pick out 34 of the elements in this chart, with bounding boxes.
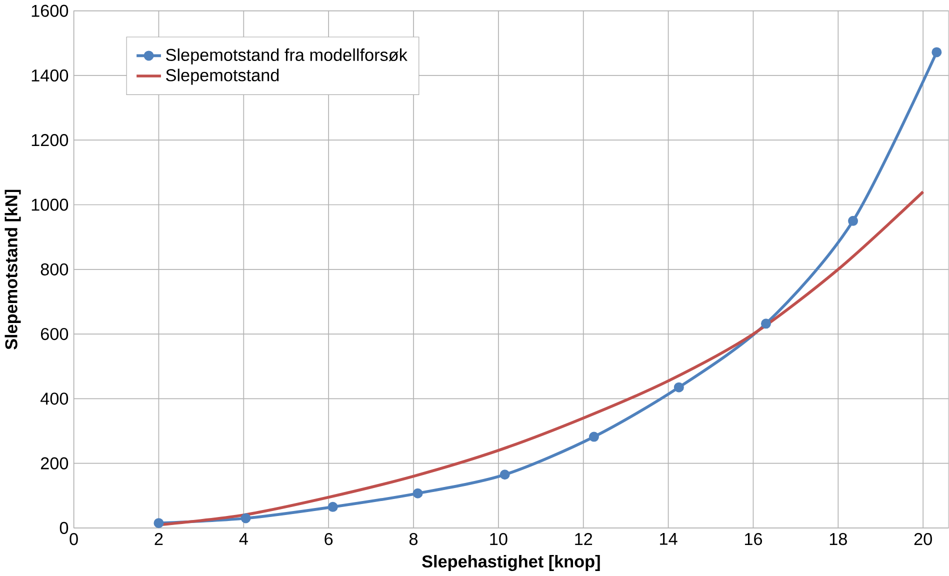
point [760,318,771,329]
x-tick-label: 4 [239,533,248,545]
point [848,216,858,226]
x-tick-label: 16 [744,533,762,546]
x-tick-label: 18 [830,533,847,546]
y-tick-label: 1000 [32,198,68,211]
y-tick-label: 400 [40,392,68,405]
y-tick-label: 0 [60,522,68,534]
point [588,432,599,442]
x-tick-label: 6 [324,533,333,546]
y-tick-label: 1400 [32,70,68,82]
point [500,470,510,480]
y-tick-label: 1200 [32,134,68,146]
x-tick-label: 0 [70,533,78,546]
y-axis-title: Slepemotstand [kN] [4,190,21,350]
x-tick-label: 14 [660,533,678,545]
x-tick-label: 2 [154,533,163,546]
x-tick-label: 20 [914,533,932,546]
x-tick-label: 12 [575,533,592,546]
point [412,488,423,498]
y-tick-label: 800 [40,263,68,276]
point [240,513,251,524]
legend-label: Slepemotstand fra modellforsøk [166,48,408,65]
y-tick-label: 600 [40,328,68,340]
x-axis-title: Slepehastighet [knop] [422,555,600,572]
x-tick-label: 10 [490,533,508,546]
point [154,518,164,528]
point [328,502,338,512]
y-tick-label: 200 [40,457,68,470]
point [932,47,942,58]
point [674,382,684,392]
x-tick-label: 8 [409,533,418,546]
y-tick-label: 1600 [32,4,68,18]
legend-label: Slepemotstand [166,68,279,85]
